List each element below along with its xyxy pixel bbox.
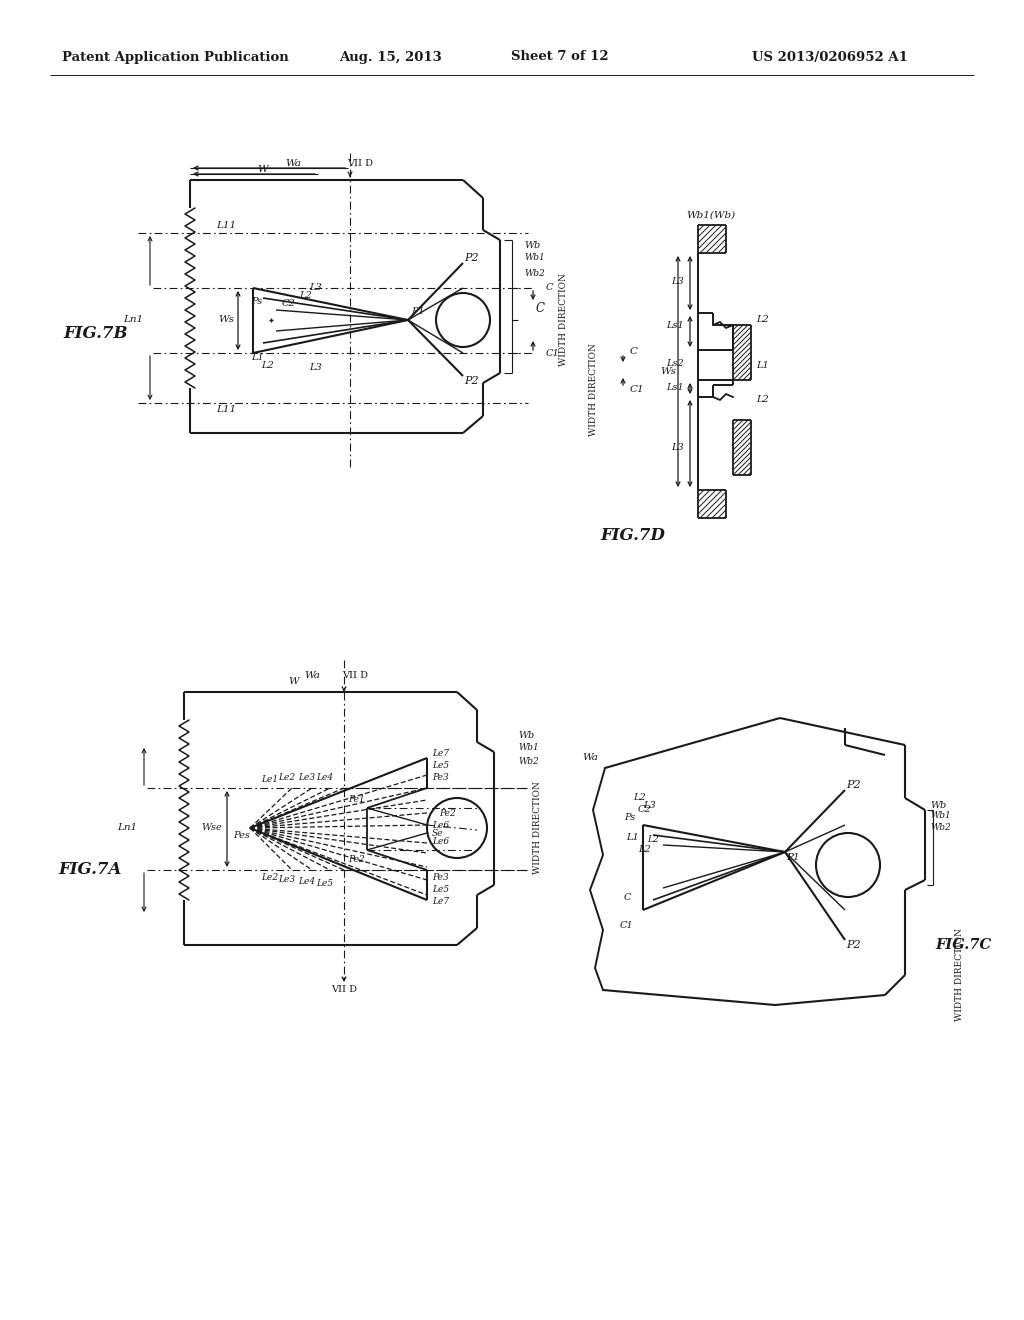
Text: Pe2: Pe2 xyxy=(348,855,366,865)
Text: Wa: Wa xyxy=(582,754,598,763)
Text: L2: L2 xyxy=(639,846,651,854)
Text: L2: L2 xyxy=(756,395,769,404)
Text: C1: C1 xyxy=(630,385,645,395)
Text: L1: L1 xyxy=(756,360,769,370)
Text: L11: L11 xyxy=(216,405,237,414)
Text: Wb1: Wb1 xyxy=(930,810,950,820)
Text: Pes: Pes xyxy=(233,832,251,841)
Text: VII D: VII D xyxy=(331,986,357,994)
Text: L2: L2 xyxy=(756,315,769,325)
Text: Wb1: Wb1 xyxy=(524,253,545,263)
Text: VII D: VII D xyxy=(347,158,373,168)
Text: Wb1(Wb): Wb1(Wb) xyxy=(686,210,735,219)
Text: Le3: Le3 xyxy=(298,772,315,781)
Text: Pe3: Pe3 xyxy=(432,874,449,883)
Text: WIDTH DIRECTION: WIDTH DIRECTION xyxy=(589,343,597,437)
Text: P2: P2 xyxy=(846,780,860,789)
Text: Le7: Le7 xyxy=(432,898,450,907)
Text: Pe2: Pe2 xyxy=(439,808,456,817)
Text: Le6: Le6 xyxy=(432,821,450,829)
Text: Le5: Le5 xyxy=(432,886,450,895)
Text: Wb: Wb xyxy=(518,731,535,741)
Text: Wb1: Wb1 xyxy=(518,743,539,752)
Text: C: C xyxy=(624,894,631,903)
Text: L1: L1 xyxy=(627,833,639,842)
Text: Sheet 7 of 12: Sheet 7 of 12 xyxy=(511,50,609,63)
Text: L3: L3 xyxy=(309,284,323,293)
Text: C: C xyxy=(630,346,638,355)
Text: Wse: Wse xyxy=(202,824,222,833)
Text: Se: Se xyxy=(432,829,443,837)
Text: L3: L3 xyxy=(672,442,684,451)
Text: WIDTH DIRECTION: WIDTH DIRECTION xyxy=(532,781,542,874)
Text: Ls1: Ls1 xyxy=(667,384,684,392)
Text: Ls1: Ls1 xyxy=(667,321,684,330)
Text: L2: L2 xyxy=(634,793,646,803)
Text: Ws: Ws xyxy=(218,315,234,325)
Text: W: W xyxy=(289,677,299,686)
Text: Le6: Le6 xyxy=(432,837,450,846)
Text: Ws: Ws xyxy=(660,367,676,376)
Text: L2: L2 xyxy=(300,292,312,301)
Text: Le1: Le1 xyxy=(261,776,279,784)
Text: Le7: Le7 xyxy=(432,748,450,758)
Text: FIG.7C: FIG.7C xyxy=(935,939,991,952)
Text: L3: L3 xyxy=(672,277,684,286)
Text: C2: C2 xyxy=(283,300,296,309)
Text: Le2: Le2 xyxy=(279,774,296,783)
Text: Pe1: Pe1 xyxy=(348,796,366,804)
Text: C: C xyxy=(546,284,554,293)
Text: Aug. 15, 2013: Aug. 15, 2013 xyxy=(339,50,441,63)
Text: Le4: Le4 xyxy=(316,772,334,781)
Text: Wb2: Wb2 xyxy=(930,824,950,833)
Text: FIG.7D: FIG.7D xyxy=(600,527,666,544)
Text: C2: C2 xyxy=(638,805,652,814)
Text: Wb2: Wb2 xyxy=(524,268,545,277)
Text: FIG.7B: FIG.7B xyxy=(63,325,128,342)
Text: L1: L1 xyxy=(252,354,264,363)
Text: L3: L3 xyxy=(309,363,323,372)
Text: Patent Application Publication: Patent Application Publication xyxy=(61,50,289,63)
Text: Ps: Ps xyxy=(251,297,262,306)
Text: W: W xyxy=(258,165,268,173)
Text: P1: P1 xyxy=(786,853,800,862)
Text: US 2013/0206952 A1: US 2013/0206952 A1 xyxy=(752,50,908,63)
Text: Wa: Wa xyxy=(285,158,301,168)
Text: Le5: Le5 xyxy=(432,760,450,770)
Text: Wb: Wb xyxy=(930,800,946,809)
Text: Ln1: Ln1 xyxy=(117,824,137,833)
Text: L2: L2 xyxy=(261,362,274,371)
Text: Ls2: Ls2 xyxy=(667,359,684,367)
Text: Wb: Wb xyxy=(524,242,541,251)
Text: Le4: Le4 xyxy=(298,878,315,887)
Text: Le5: Le5 xyxy=(316,879,334,887)
Text: VII D: VII D xyxy=(342,671,368,680)
Text: C1: C1 xyxy=(546,348,560,358)
Text: Ps: Ps xyxy=(625,813,636,822)
Text: C1: C1 xyxy=(621,920,634,929)
Text: Ln1: Ln1 xyxy=(123,315,143,325)
Text: L2: L2 xyxy=(647,836,658,845)
Text: L11: L11 xyxy=(216,222,237,231)
Text: Wa: Wa xyxy=(304,671,319,680)
Text: FIG.7A: FIG.7A xyxy=(58,862,122,879)
Text: P2: P2 xyxy=(846,940,860,950)
Text: Wb2: Wb2 xyxy=(518,756,539,766)
Text: Le3: Le3 xyxy=(279,875,296,884)
Text: L3: L3 xyxy=(644,800,656,809)
Text: C: C xyxy=(536,301,545,314)
Text: P2: P2 xyxy=(464,253,478,263)
Text: Le2: Le2 xyxy=(261,874,279,883)
Text: WIDTH DIRECTION: WIDTH DIRECTION xyxy=(558,273,567,367)
Text: WIDTH DIRECTION: WIDTH DIRECTION xyxy=(955,928,965,1022)
Text: Pe3: Pe3 xyxy=(432,774,449,783)
Text: P1: P1 xyxy=(412,308,425,317)
Text: P2: P2 xyxy=(464,376,478,385)
